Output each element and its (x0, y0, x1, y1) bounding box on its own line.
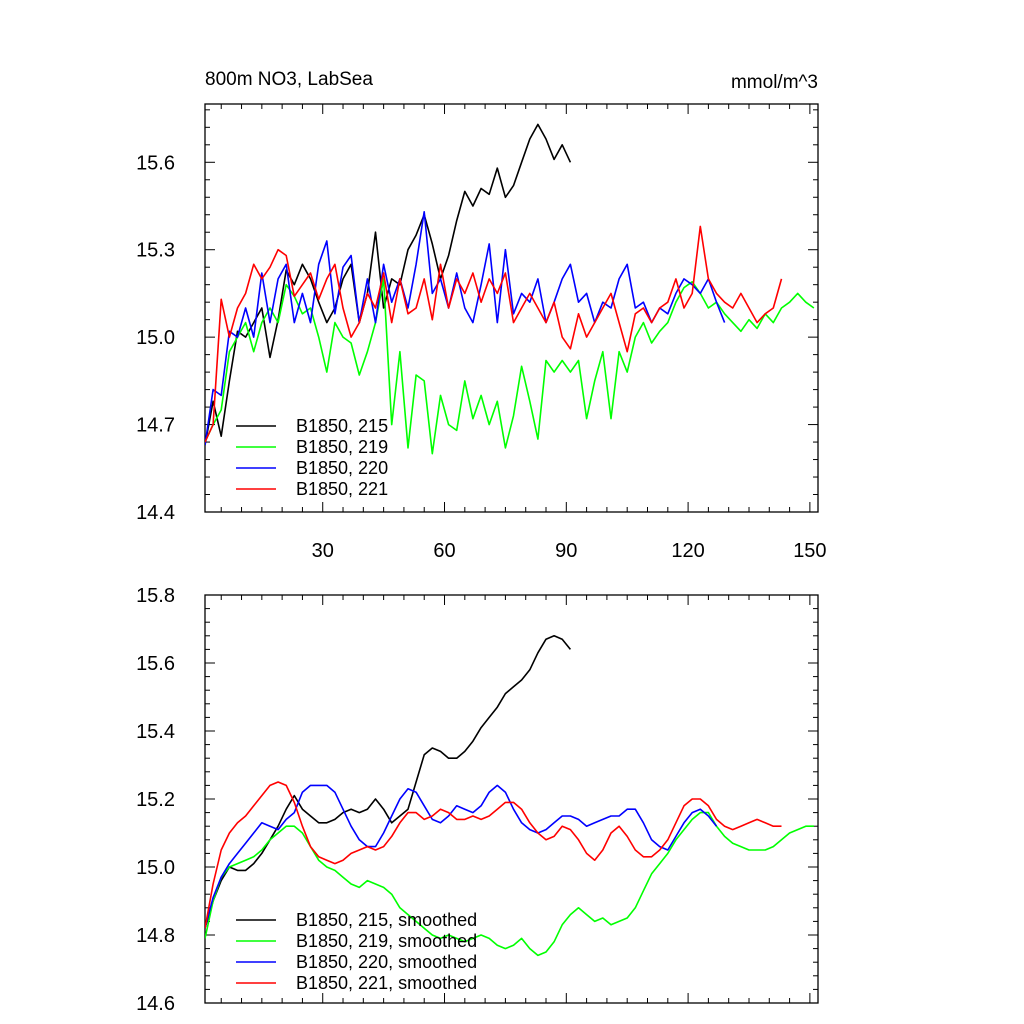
series-line-b1850-220-smoothed (205, 784, 718, 929)
y-tick-label: 15.6 (136, 152, 175, 174)
y-tick-label: 15.3 (136, 240, 175, 262)
legend-label: B1850, 215, smoothed (296, 910, 477, 930)
y-tick-label: 14.7 (136, 415, 175, 437)
legend-label: B1850, 220 (296, 458, 388, 478)
legend-label: B1850, 220, smoothed (296, 952, 477, 972)
x-tick-label: 60 (433, 540, 455, 562)
legend-label: B1850, 219, smoothed (296, 931, 477, 951)
y-tick-label: 14.6 (136, 993, 175, 1015)
series-line-b1850-219-smoothed (205, 811, 814, 957)
y-tick-label: 14.8 (136, 925, 175, 947)
y-tick-label: 15.0 (136, 327, 175, 349)
legend-label: B1850, 215 (296, 416, 388, 436)
top-panel: 30 60 90 120 150 14.4 14.7 15.0 15.3 15.6 800m NO3… (136, 69, 827, 562)
y-tick-label: 14.4 (136, 502, 175, 524)
legend-label: B1850, 221, smoothed (296, 973, 477, 993)
legend-label: B1850, 219 (296, 437, 388, 457)
x-tick-label: 90 (555, 540, 577, 562)
series-line-b1850-221 (205, 225, 783, 443)
x-tick-label: 150 (793, 540, 826, 562)
y-tick-label: 15.4 (136, 721, 175, 743)
bottom-panel: 14.6 14.8 15.0 15.2 15.4 15.6 15.8 B1850, 215, … (136, 585, 819, 1015)
y-tick-label: 15.8 (136, 585, 175, 607)
units-label: mmol/m^3 (731, 72, 818, 93)
legend-label: B1850, 221 (296, 479, 388, 499)
y-tick-label: 15.6 (136, 653, 175, 675)
chart-title: 800m NO3, LabSea (205, 69, 373, 90)
series-line-b1850-220 (205, 211, 726, 446)
series-line-b1850-221-smoothed (205, 781, 782, 929)
y-tick-label: 15.2 (136, 789, 175, 811)
y-tick-label: 15.0 (136, 857, 175, 879)
x-tick-label: 30 (312, 540, 334, 562)
x-tick-label: 120 (671, 540, 704, 562)
series-line-b1850-215-smoothed (205, 635, 572, 929)
plot-frame (204, 103, 819, 513)
